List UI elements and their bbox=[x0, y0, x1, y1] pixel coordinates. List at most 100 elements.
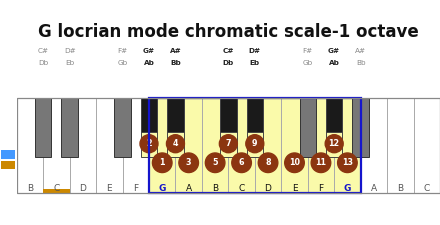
Bar bbox=[220, 98, 237, 133]
Bar bbox=[202, 98, 228, 193]
Text: C: C bbox=[53, 184, 59, 193]
Text: 6: 6 bbox=[239, 158, 244, 167]
Text: C: C bbox=[238, 184, 245, 193]
Text: D: D bbox=[80, 184, 86, 193]
Bar bbox=[361, 98, 387, 193]
Bar bbox=[228, 98, 255, 193]
Text: Ab: Ab bbox=[329, 60, 340, 66]
Bar bbox=[149, 98, 361, 193]
Bar bbox=[326, 98, 342, 133]
Text: B: B bbox=[212, 184, 218, 193]
Text: E: E bbox=[292, 184, 297, 193]
Text: 2: 2 bbox=[146, 139, 152, 148]
Circle shape bbox=[166, 135, 184, 153]
Bar bbox=[167, 98, 183, 158]
Circle shape bbox=[220, 135, 237, 153]
Bar bbox=[70, 98, 96, 193]
Text: Bb: Bb bbox=[170, 60, 181, 66]
Bar bbox=[176, 98, 202, 193]
Bar bbox=[122, 98, 149, 193]
Text: A: A bbox=[371, 184, 377, 193]
Text: 5: 5 bbox=[213, 158, 218, 167]
Bar bbox=[334, 98, 361, 193]
Text: D: D bbox=[264, 184, 271, 193]
Text: 1: 1 bbox=[159, 158, 165, 167]
Bar bbox=[43, 189, 70, 193]
Bar bbox=[141, 98, 157, 158]
Bar bbox=[246, 98, 263, 133]
Text: A: A bbox=[186, 184, 192, 193]
Text: C#: C# bbox=[37, 48, 49, 54]
Text: basicmusictheory.com: basicmusictheory.com bbox=[6, 79, 11, 137]
Bar bbox=[141, 98, 157, 133]
Text: 10: 10 bbox=[289, 158, 300, 167]
Text: B: B bbox=[27, 184, 33, 193]
Text: 3: 3 bbox=[186, 158, 191, 167]
Text: 12: 12 bbox=[329, 139, 340, 148]
Text: Gb: Gb bbox=[117, 60, 128, 66]
Text: G locrian mode chromatic scale-1 octave: G locrian mode chromatic scale-1 octave bbox=[38, 23, 419, 41]
Bar bbox=[62, 98, 78, 158]
Circle shape bbox=[285, 153, 304, 173]
Text: G#: G# bbox=[328, 48, 340, 54]
Circle shape bbox=[232, 153, 251, 173]
Text: Db: Db bbox=[38, 60, 48, 66]
Text: F#: F# bbox=[117, 48, 128, 54]
Text: Db: Db bbox=[223, 60, 234, 66]
Text: C: C bbox=[424, 184, 430, 193]
Bar bbox=[17, 98, 43, 193]
Text: G#: G# bbox=[143, 48, 155, 54]
Bar bbox=[246, 98, 263, 158]
Bar bbox=[167, 98, 183, 133]
Text: G: G bbox=[344, 184, 351, 193]
Text: Gb: Gb bbox=[303, 60, 313, 66]
Text: F#: F# bbox=[303, 48, 313, 54]
Bar bbox=[1, 161, 15, 169]
Circle shape bbox=[179, 153, 198, 173]
Text: F: F bbox=[133, 184, 138, 193]
Circle shape bbox=[337, 153, 357, 173]
Bar bbox=[17, 98, 440, 193]
Text: D#: D# bbox=[64, 48, 76, 54]
Bar bbox=[96, 98, 122, 193]
Text: A#: A# bbox=[169, 48, 181, 54]
Circle shape bbox=[246, 135, 264, 153]
Text: Eb: Eb bbox=[250, 60, 260, 66]
Bar bbox=[414, 98, 440, 193]
Text: 9: 9 bbox=[252, 139, 257, 148]
Text: 4: 4 bbox=[172, 139, 178, 148]
Bar bbox=[114, 98, 131, 158]
Bar bbox=[352, 98, 369, 158]
Text: 7: 7 bbox=[226, 139, 231, 148]
Bar bbox=[220, 98, 237, 158]
Bar bbox=[308, 98, 334, 193]
Text: D#: D# bbox=[249, 48, 261, 54]
Circle shape bbox=[152, 153, 172, 173]
Bar bbox=[255, 98, 281, 193]
Bar bbox=[326, 98, 342, 158]
Text: Bb: Bb bbox=[356, 60, 366, 66]
Bar bbox=[387, 98, 414, 193]
Circle shape bbox=[205, 153, 225, 173]
Bar bbox=[149, 98, 361, 193]
Text: C#: C# bbox=[223, 48, 234, 54]
Text: Ab: Ab bbox=[143, 60, 154, 66]
Circle shape bbox=[258, 153, 278, 173]
Circle shape bbox=[325, 135, 343, 153]
Text: F: F bbox=[319, 184, 323, 193]
Text: 13: 13 bbox=[342, 158, 353, 167]
Bar bbox=[300, 98, 316, 158]
Circle shape bbox=[140, 135, 158, 153]
Text: A#: A# bbox=[355, 48, 366, 54]
Bar bbox=[43, 98, 70, 193]
Text: E: E bbox=[106, 184, 112, 193]
Circle shape bbox=[311, 153, 331, 173]
Text: 11: 11 bbox=[315, 158, 326, 167]
Bar bbox=[149, 98, 176, 193]
Text: Eb: Eb bbox=[65, 60, 74, 66]
Text: B: B bbox=[397, 184, 403, 193]
Bar bbox=[1, 150, 15, 159]
Text: 8: 8 bbox=[265, 158, 271, 167]
Bar bbox=[35, 98, 51, 158]
Bar bbox=[281, 98, 308, 193]
